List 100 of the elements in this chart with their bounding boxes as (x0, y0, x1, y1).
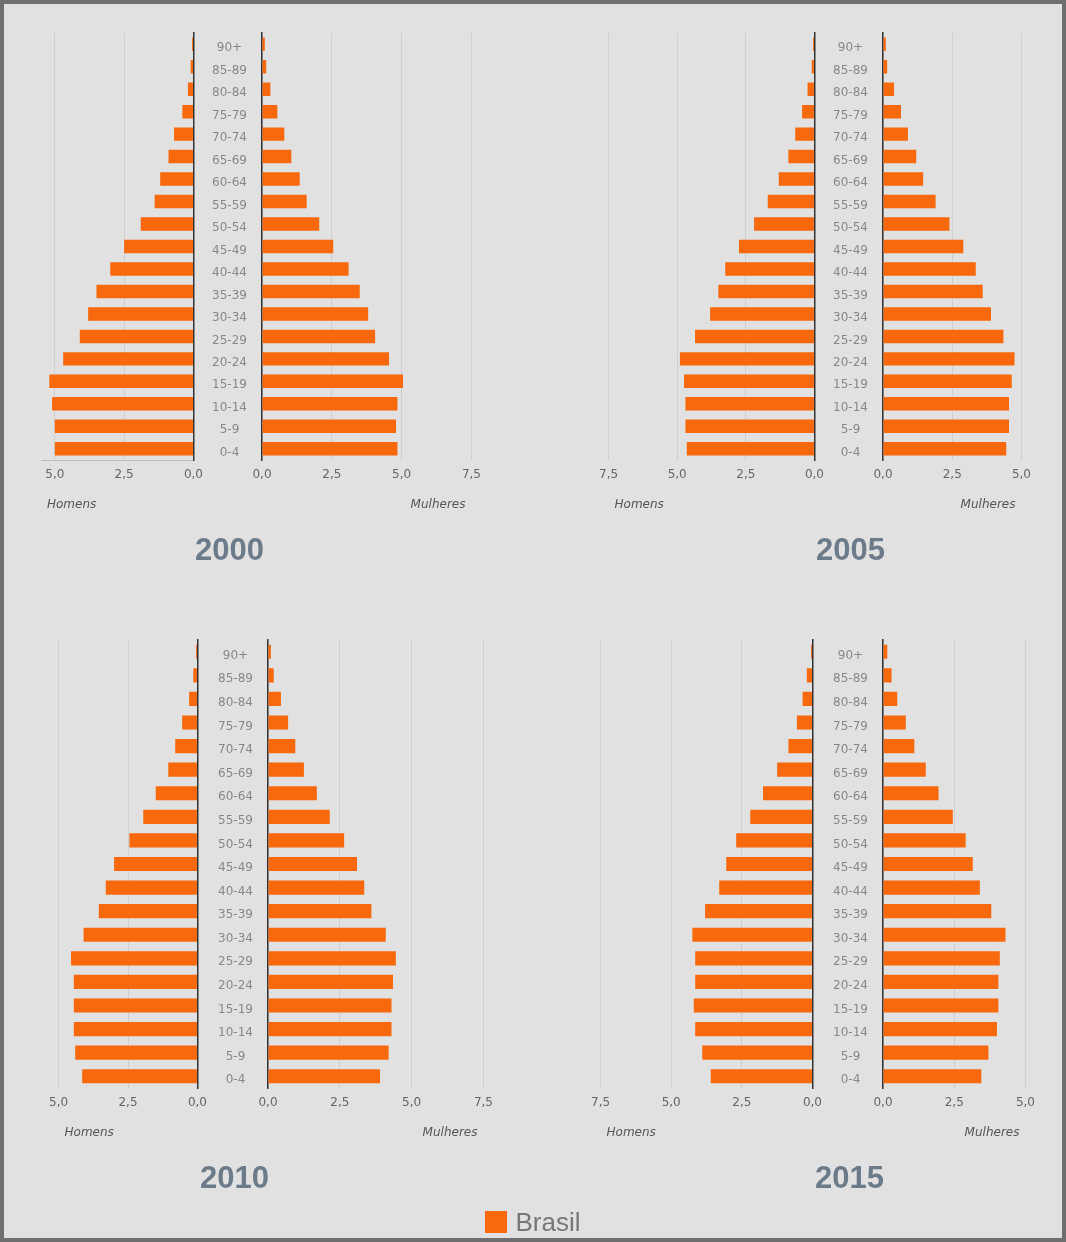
bar (778, 172, 814, 186)
bar (802, 691, 812, 707)
bar (754, 217, 814, 231)
bar (767, 194, 814, 209)
bar (710, 307, 814, 321)
bar (788, 149, 814, 164)
bar (795, 127, 814, 141)
bar (268, 904, 372, 919)
bar (262, 149, 292, 164)
bar (719, 880, 812, 895)
bar (262, 284, 360, 299)
bar (883, 194, 936, 209)
bar (883, 352, 1015, 366)
bar (140, 217, 193, 231)
bar (695, 329, 814, 344)
bar (685, 419, 814, 434)
y-tick-label: 40-44 (833, 883, 868, 898)
x-tick-label: 2,5 (322, 467, 342, 482)
x-tick-label: 5,0 (402, 1095, 422, 1110)
bar (262, 37, 265, 51)
x-tick-label: 2,5 (944, 1095, 964, 1110)
bar (110, 262, 193, 276)
bar (684, 374, 814, 389)
bar (129, 833, 197, 848)
y-tick-label: 40-44 (833, 265, 868, 280)
y-tick-label: 70-74 (833, 130, 868, 145)
y-tick-label: 20-24 (218, 978, 253, 993)
x-tick-label: 0,0 (804, 467, 824, 482)
bar (268, 974, 393, 989)
y-tick-label: 85-89 (212, 62, 247, 77)
bar (268, 691, 281, 707)
bar (83, 927, 197, 942)
x-tick-label: 0,0 (258, 1095, 278, 1110)
bar (725, 262, 814, 276)
bar (883, 927, 1006, 942)
y-tick-label: 75-79 (833, 107, 868, 122)
legend-label: Brasil (515, 1207, 581, 1237)
bar (71, 951, 197, 966)
bar (114, 856, 197, 872)
bar (883, 397, 1009, 411)
bar (268, 786, 317, 801)
y-tick-label: 90+ (216, 40, 243, 55)
bar (52, 397, 193, 411)
y-tick-label: 35-39 (833, 907, 868, 922)
y-tick-label: 70-74 (833, 742, 868, 757)
x-tick-label: 2,5 (330, 1095, 350, 1110)
y-tick-label: 0-4 (225, 1072, 246, 1087)
y-tick-label: 50-54 (833, 220, 868, 235)
x-tick-label: 5,0 (49, 1095, 69, 1110)
bar (883, 149, 917, 164)
bar (49, 374, 193, 389)
y-tick-label: 85-89 (833, 62, 868, 77)
bar (692, 927, 812, 942)
y-tick-label: 10-14 (218, 1025, 253, 1040)
bar (75, 1045, 197, 1060)
bar (262, 374, 404, 389)
bar (679, 352, 814, 366)
bar (262, 397, 398, 411)
y-tick-label: 15-19 (833, 377, 868, 392)
bar (268, 762, 304, 777)
x-axis-title: Homens (614, 497, 664, 512)
y-tick-label: 65-69 (212, 152, 247, 167)
y-tick-label: 15-19 (218, 1001, 253, 1016)
y-tick-label: 55-59 (212, 197, 247, 212)
bar (883, 307, 991, 321)
bar (268, 1069, 381, 1084)
y-tick-label: 5-9 (840, 1048, 861, 1063)
bar (73, 998, 197, 1013)
bar (718, 284, 814, 299)
bar (63, 352, 193, 366)
bar (268, 1021, 392, 1037)
y-tick-label: 75-79 (212, 107, 247, 122)
bar (796, 715, 812, 730)
y-tick-label: 30-34 (833, 310, 868, 325)
bar (883, 691, 898, 707)
bar (788, 739, 812, 754)
bar (168, 149, 193, 164)
y-tick-label: 30-34 (218, 930, 253, 945)
y-tick-label: 60-64 (218, 789, 253, 804)
bar (705, 904, 812, 919)
bar (763, 786, 812, 801)
bar (883, 974, 999, 989)
bar (883, 1069, 982, 1084)
y-tick-label: 65-69 (833, 765, 868, 780)
y-tick-label: 10-14 (833, 1025, 868, 1040)
y-tick-label: 60-64 (212, 175, 247, 190)
bar (155, 786, 197, 801)
bar (883, 104, 901, 119)
x-tick-label: 2,5 (114, 467, 134, 482)
bar (883, 127, 908, 141)
bar (182, 715, 197, 730)
bar (693, 998, 812, 1013)
y-tick-label: 25-29 (218, 954, 253, 969)
y-tick-label: 30-34 (833, 930, 868, 945)
y-tick-label: 20-24 (212, 354, 247, 369)
bar (79, 329, 193, 344)
bar (883, 1021, 997, 1037)
bar (883, 217, 950, 231)
bar (883, 329, 1004, 344)
bar (268, 833, 345, 848)
